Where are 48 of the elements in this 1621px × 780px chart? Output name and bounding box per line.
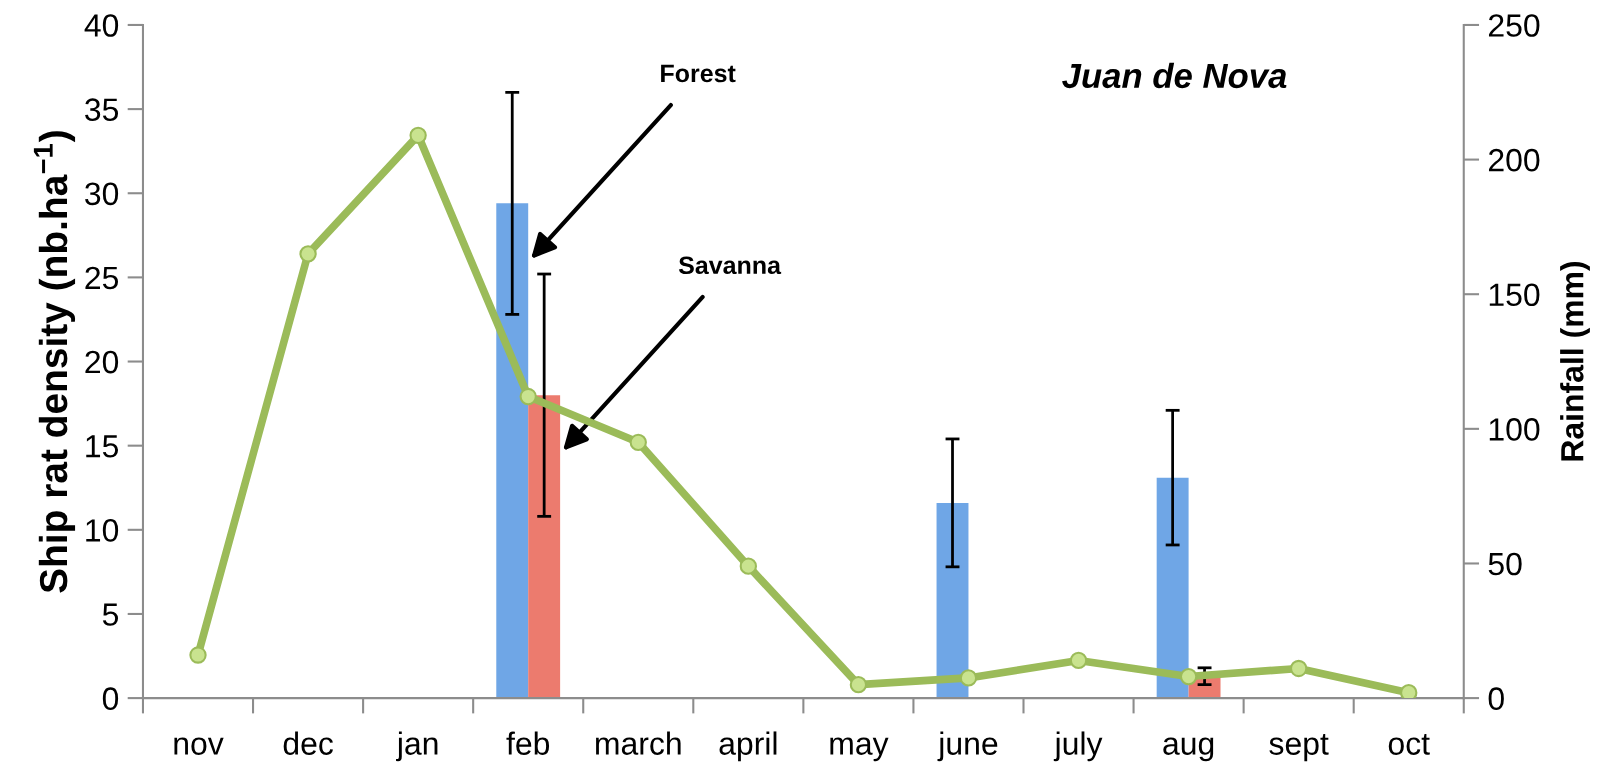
x-tick-label: june — [937, 731, 998, 762]
point — [409, 126, 427, 145]
y-tick-label: 20 — [85, 350, 119, 374]
x-tick-label: may — [830, 737, 889, 762]
point — [739, 557, 758, 575]
y2-tick-label: 150 — [1489, 283, 1540, 307]
y2-tick-label: 100 — [1489, 418, 1540, 441]
bar — [496, 203, 529, 699]
x-tick-label: feb — [506, 731, 550, 755]
y-axis-title: Ship rat density (nb.ha$^{−1}$) — [33, 131, 76, 593]
point — [959, 669, 978, 687]
point — [849, 675, 868, 694]
y-tick-label: 0 — [102, 687, 119, 710]
bar — [528, 395, 561, 699]
point — [299, 245, 317, 263]
y2-tick-label: 250 — [1488, 14, 1540, 37]
bar — [936, 502, 969, 699]
text: Forest — [661, 64, 736, 83]
y-tick-label: 10 — [86, 519, 119, 542]
text: Savanna — [678, 256, 782, 275]
y2-axis-title: Rainfall (mm) — [1560, 261, 1590, 461]
point — [1069, 651, 1088, 670]
y-tick-label: 40 — [84, 14, 119, 37]
bar — [1156, 477, 1189, 699]
x-tick-label: july — [1053, 731, 1103, 762]
y-tick-label: 30 — [85, 182, 119, 206]
y-tick-label: 15 — [86, 435, 119, 458]
y-tick-label: 35 — [85, 98, 119, 121]
text: Juan de Nova — [1062, 62, 1287, 89]
point — [189, 646, 207, 664]
x-tick-label: sept — [1269, 733, 1329, 762]
y2-tick-label: 50 — [1488, 552, 1522, 576]
x-tick-label: april — [719, 731, 777, 762]
y-tick-label: 5 — [102, 603, 119, 626]
x-tick-label: dec — [283, 731, 333, 755]
x-tick-label: aug — [1163, 737, 1214, 762]
point — [629, 433, 647, 451]
x-tick-label: march — [596, 731, 681, 755]
x-tick-label: oct — [1388, 733, 1430, 755]
point — [1400, 684, 1418, 699]
point — [519, 387, 537, 406]
y2-tick-label: 200 — [1488, 148, 1540, 172]
y2-tick-label: 0 — [1488, 687, 1504, 710]
x-tick-label: jan — [396, 731, 438, 762]
point — [1179, 667, 1198, 686]
x-tick-label: nov — [174, 737, 224, 755]
point — [1289, 659, 1308, 678]
y-tick-label: 25 — [85, 266, 119, 290]
